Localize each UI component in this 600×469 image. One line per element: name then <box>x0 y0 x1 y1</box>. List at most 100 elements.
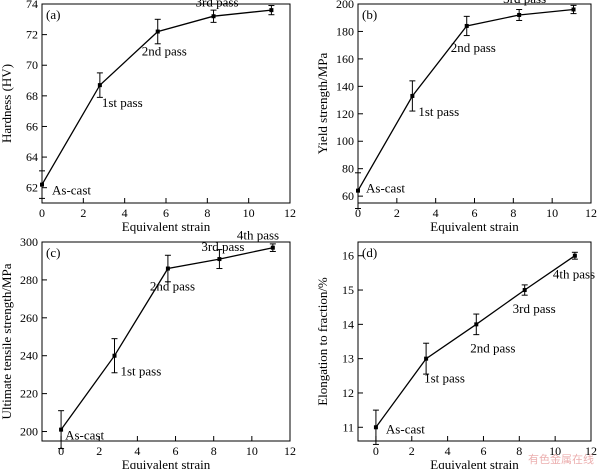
data-point <box>97 83 102 88</box>
x-tick-label: 6 <box>480 444 486 458</box>
y-axis-label: Hardness (HV) <box>0 64 14 143</box>
x-tick-label: 2 <box>409 444 415 458</box>
series-line <box>41 9 272 185</box>
y-tick-label: 200 <box>20 425 38 439</box>
x-tick-label: 10 <box>549 444 561 458</box>
data-point <box>165 266 170 271</box>
point-label: 3rd pass <box>196 0 239 9</box>
y-tick-label: 72 <box>26 28 38 42</box>
x-tick-label: 2 <box>394 206 400 220</box>
x-tick-label: 8 <box>510 206 516 220</box>
y-tick-label: 120 <box>336 107 354 121</box>
x-tick-label: 6 <box>173 444 179 458</box>
data-point <box>270 245 275 250</box>
point-label: 4th pass <box>553 267 595 282</box>
x-tick-label: 12 <box>284 444 296 458</box>
y-tick-label: 12 <box>342 386 354 400</box>
y-tick-label: 100 <box>336 134 354 148</box>
plot-frame <box>41 3 291 204</box>
point-label: 2nd pass <box>150 279 195 294</box>
x-tick-label: 4 <box>433 206 439 220</box>
y-tick-label: 16 <box>342 249 354 263</box>
point-label: 1st pass <box>102 95 143 110</box>
y-tick-label: 260 <box>20 311 38 325</box>
x-tick-label: 2 <box>96 444 102 458</box>
data-point <box>572 253 577 258</box>
data-point <box>356 188 360 193</box>
y-tick-label: 60 <box>342 189 354 203</box>
point-label: 3rd pass <box>503 0 546 6</box>
y-tick-label: 70 <box>26 58 38 72</box>
panel-label: (d) <box>362 245 377 260</box>
y-tick-label: 140 <box>336 79 354 93</box>
panel-label: (a) <box>46 7 60 22</box>
chart-panel-2: 0 2 4 6 8 10 12 60 80 100 120 140 160 180 200 Equivalen… <box>315 0 597 234</box>
data-point <box>464 23 469 28</box>
data-point <box>269 8 274 13</box>
x-tick-label: 4 <box>122 206 128 220</box>
data-point <box>474 322 479 327</box>
data-point <box>59 427 64 432</box>
panel-label: (c) <box>46 245 60 260</box>
y-tick-label: 13 <box>342 352 354 366</box>
plot-frame <box>357 241 592 442</box>
x-tick-label: 6 <box>472 206 478 220</box>
data-point <box>410 93 415 98</box>
x-tick-label: 0 <box>373 444 379 458</box>
x-tick-label: 4 <box>445 444 451 458</box>
x-axis-label: Equivalent strain <box>122 219 211 234</box>
x-tick-label: 12 <box>585 206 597 220</box>
chart-panel-4: 0 2 4 6 8 10 12 11 12 13 14 15 16 Equivalent strain El… <box>315 241 597 469</box>
y-axis-label: Ultimate tensile strength/MPa <box>0 263 14 419</box>
data-point <box>517 12 522 17</box>
x-tick-label: 10 <box>246 444 258 458</box>
y-tick-label: 300 <box>20 235 38 249</box>
x-tick-label: 8 <box>211 444 217 458</box>
data-point <box>571 7 576 12</box>
y-axis-label: Elongation to fraction/% <box>315 277 330 406</box>
x-tick-label: 6 <box>163 206 169 220</box>
series-line <box>357 8 574 191</box>
point-label: As-cast <box>386 421 425 436</box>
y-tick-label: 68 <box>26 89 38 103</box>
y-tick-label: 66 <box>26 119 38 133</box>
x-tick-label: 8 <box>516 444 522 458</box>
y-axis-label: Yield strength/MPa <box>315 53 330 155</box>
chart-panel-3: 0 2 4 6 8 10 12 200 220 240 260 280 300 Equivalent st… <box>0 228 296 469</box>
data-point <box>373 425 378 430</box>
point-label: 2nd pass <box>142 44 187 59</box>
x-axis-label: Equivalent strain <box>122 457 211 469</box>
data-point <box>522 288 527 293</box>
y-tick-label: 160 <box>336 52 354 66</box>
x-tick-label: 0 <box>58 444 64 458</box>
data-point <box>112 353 117 358</box>
point-label: As-cast <box>65 428 104 443</box>
y-tick-label: 200 <box>336 0 354 11</box>
y-tick-label: 74 <box>26 0 38 11</box>
point-label: 2nd pass <box>451 40 496 55</box>
y-tick-label: 220 <box>20 387 38 401</box>
plot-frame <box>41 241 291 442</box>
y-tick-label: 14 <box>342 317 354 331</box>
point-label: 1st pass <box>418 104 459 119</box>
x-tick-label: 12 <box>284 206 296 220</box>
y-tick-label: 280 <box>20 273 38 287</box>
x-tick-label: 12 <box>585 444 597 458</box>
y-tick-label: 64 <box>26 150 38 164</box>
point-label: 4th pass <box>237 228 279 243</box>
data-point <box>424 356 429 361</box>
data-point <box>40 182 44 187</box>
y-tick-label: 240 <box>20 349 38 363</box>
x-tick-label: 2 <box>80 206 86 220</box>
y-tick-label: 80 <box>342 162 354 176</box>
point-label: As-cast <box>52 183 91 198</box>
y-tick-label: 15 <box>342 283 354 297</box>
watermark: 有色金属在线 <box>528 453 594 466</box>
point-label: 3rd pass <box>513 301 556 316</box>
point-label: 1st pass <box>120 364 161 379</box>
data-point <box>217 257 222 262</box>
x-tick-label: 10 <box>243 206 255 220</box>
plot-frame <box>357 3 592 204</box>
